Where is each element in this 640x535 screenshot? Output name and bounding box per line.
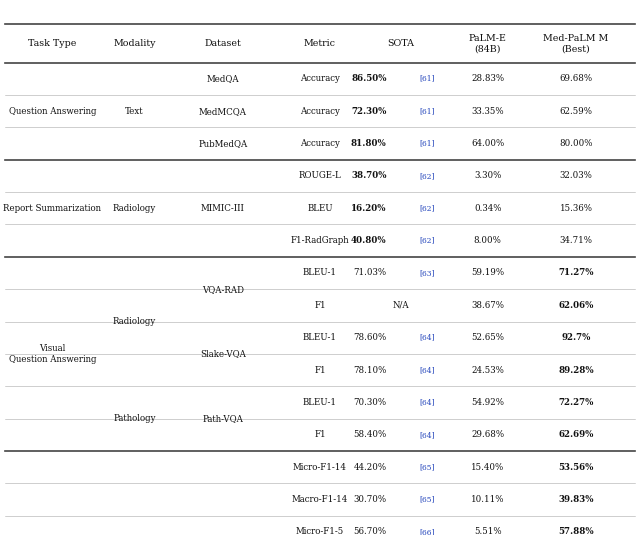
Text: ROUGE-L: ROUGE-L [299, 171, 341, 180]
Text: 39.83%: 39.83% [558, 495, 594, 504]
Text: 56.70%: 56.70% [353, 528, 387, 535]
Text: MedMCQA: MedMCQA [198, 106, 246, 116]
Text: [64]: [64] [420, 431, 435, 439]
Text: F1: F1 [314, 301, 326, 310]
Text: 57.88%: 57.88% [558, 528, 594, 535]
Text: 70.30%: 70.30% [353, 398, 387, 407]
Text: 30.70%: 30.70% [353, 495, 387, 504]
Text: 64.00%: 64.00% [471, 139, 504, 148]
Text: N/A: N/A [392, 301, 409, 310]
Text: 54.92%: 54.92% [471, 398, 504, 407]
Text: 52.65%: 52.65% [471, 333, 504, 342]
Text: Dataset: Dataset [204, 39, 241, 48]
Text: Accuracy: Accuracy [300, 74, 340, 83]
Text: 28.83%: 28.83% [471, 74, 504, 83]
Text: F1-RadGraph: F1-RadGraph [291, 236, 349, 245]
Text: 33.35%: 33.35% [472, 106, 504, 116]
Text: F1: F1 [314, 365, 326, 374]
Text: [64]: [64] [420, 334, 435, 342]
Text: 59.19%: 59.19% [471, 269, 504, 278]
Text: 16.20%: 16.20% [351, 204, 387, 213]
Text: Micro-F1-14: Micro-F1-14 [293, 463, 347, 472]
Text: 62.06%: 62.06% [558, 301, 594, 310]
Text: 15.36%: 15.36% [559, 204, 593, 213]
Text: BLEU-1: BLEU-1 [303, 269, 337, 278]
Text: 78.60%: 78.60% [353, 333, 387, 342]
Text: 3.30%: 3.30% [474, 171, 501, 180]
Text: Slake-VQA: Slake-VQA [200, 349, 246, 358]
Text: 71.27%: 71.27% [558, 269, 594, 278]
Text: [61]: [61] [420, 140, 435, 148]
Text: F1: F1 [314, 430, 326, 439]
Text: Accuracy: Accuracy [300, 106, 340, 116]
Text: 69.68%: 69.68% [559, 74, 593, 83]
Text: SOTA: SOTA [387, 39, 414, 48]
Text: [62]: [62] [420, 172, 435, 180]
Text: [64]: [64] [420, 399, 435, 407]
Text: [66]: [66] [420, 528, 435, 535]
Text: Radiology: Radiology [113, 317, 156, 326]
Text: [62]: [62] [420, 236, 435, 244]
Text: 71.03%: 71.03% [353, 269, 387, 278]
Text: [61]: [61] [420, 107, 435, 115]
Text: MedQA: MedQA [207, 74, 239, 83]
Text: 32.03%: 32.03% [559, 171, 593, 180]
Text: 89.28%: 89.28% [558, 365, 594, 374]
Text: VQA-RAD: VQA-RAD [202, 285, 244, 294]
Text: Path-VQA: Path-VQA [202, 414, 243, 423]
Text: MIMIC-III: MIMIC-III [201, 204, 244, 213]
Text: 58.40%: 58.40% [353, 430, 387, 439]
Text: 92.7%: 92.7% [561, 333, 591, 342]
Text: Macro-F1-14: Macro-F1-14 [292, 495, 348, 504]
Text: Micro-F1-5: Micro-F1-5 [296, 528, 344, 535]
Text: 62.59%: 62.59% [559, 106, 593, 116]
Text: Task Type: Task Type [28, 39, 77, 48]
Text: 86.50%: 86.50% [351, 74, 387, 83]
Text: [64]: [64] [420, 366, 435, 374]
Text: 72.30%: 72.30% [351, 106, 387, 116]
Text: Metric: Metric [304, 39, 336, 48]
Text: 34.71%: 34.71% [559, 236, 593, 245]
Text: 5.51%: 5.51% [474, 528, 502, 535]
Text: [63]: [63] [420, 269, 435, 277]
Text: 40.80%: 40.80% [351, 236, 387, 245]
Text: 44.20%: 44.20% [353, 463, 387, 472]
Text: [65]: [65] [420, 495, 435, 503]
Text: 53.56%: 53.56% [558, 463, 594, 472]
Text: Question Answering: Question Answering [9, 106, 96, 116]
Text: 62.69%: 62.69% [558, 430, 594, 439]
Text: Med-PaLM M
(Best): Med-PaLM M (Best) [543, 34, 609, 53]
Text: BLEU-1: BLEU-1 [303, 398, 337, 407]
Text: BLEU-1: BLEU-1 [303, 333, 337, 342]
Text: Radiology: Radiology [113, 204, 156, 213]
Text: 72.27%: 72.27% [558, 398, 594, 407]
Text: 81.80%: 81.80% [351, 139, 387, 148]
Text: 24.53%: 24.53% [471, 365, 504, 374]
Text: Visual
Question Answering: Visual Question Answering [9, 344, 96, 364]
Text: [65]: [65] [420, 463, 435, 471]
Text: Pathology: Pathology [113, 414, 156, 423]
Text: Text: Text [125, 106, 144, 116]
Text: 29.68%: 29.68% [471, 430, 504, 439]
Text: Modality: Modality [113, 39, 156, 48]
Text: 38.70%: 38.70% [351, 171, 387, 180]
Text: [61]: [61] [420, 75, 435, 83]
Text: 15.40%: 15.40% [471, 463, 504, 472]
Text: 0.34%: 0.34% [474, 204, 501, 213]
Text: [62]: [62] [420, 204, 435, 212]
Text: 78.10%: 78.10% [353, 365, 387, 374]
Text: Accuracy: Accuracy [300, 139, 340, 148]
Text: 80.00%: 80.00% [559, 139, 593, 148]
Text: PubMedQA: PubMedQA [198, 139, 247, 148]
Text: 8.00%: 8.00% [474, 236, 502, 245]
Text: 10.11%: 10.11% [471, 495, 504, 504]
Text: Report Summarization: Report Summarization [3, 204, 102, 213]
Text: 38.67%: 38.67% [471, 301, 504, 310]
Text: PaLM-E
(84B): PaLM-E (84B) [468, 34, 507, 53]
Text: BLEU: BLEU [307, 204, 333, 213]
